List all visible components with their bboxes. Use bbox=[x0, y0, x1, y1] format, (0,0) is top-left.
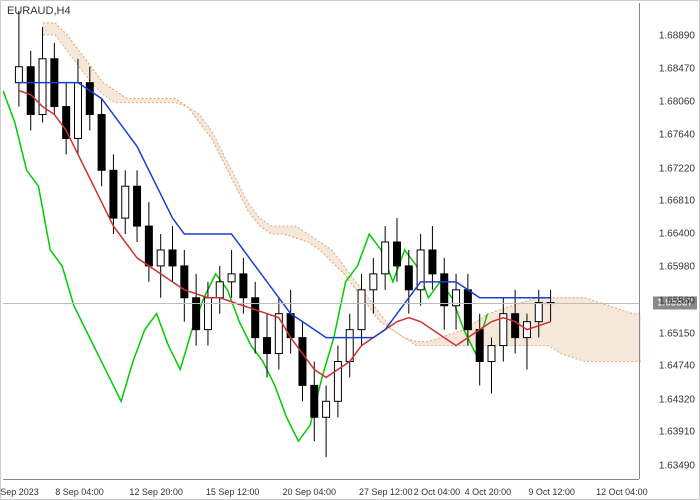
x-tick: 8 Sep 04:00 bbox=[55, 487, 104, 497]
chart-svg bbox=[3, 3, 641, 481]
x-tick: 9 Oct 12:00 bbox=[528, 487, 575, 497]
x-tick: 20 Sep 04:00 bbox=[282, 487, 336, 497]
y-tick: 1.64320 bbox=[659, 394, 695, 405]
x-tick: 15 Sep 12:00 bbox=[206, 487, 260, 497]
y-tick: 1.64740 bbox=[659, 361, 695, 372]
x-tick: 4 Oct 20:00 bbox=[465, 487, 512, 497]
y-tick: 1.68470 bbox=[659, 64, 695, 75]
y-tick: 1.67640 bbox=[659, 130, 695, 141]
x-tick: 12 Oct 04:00 bbox=[596, 487, 648, 497]
plot-area[interactable] bbox=[3, 3, 639, 479]
chart-container: EURAUD,H4 1.65537 1.688901.684701.680601… bbox=[0, 0, 700, 500]
x-tick: 5 Sep 2023 bbox=[0, 487, 39, 497]
y-tick: 1.63490 bbox=[659, 460, 695, 471]
x-tick: 27 Sep 12:00 bbox=[359, 487, 413, 497]
y-tick: 1.66400 bbox=[659, 229, 695, 240]
x-tick: 2 Oct 04:00 bbox=[414, 487, 461, 497]
y-tick: 1.66810 bbox=[659, 196, 695, 207]
y-tick: 1.63910 bbox=[659, 427, 695, 438]
y-tick: 1.67220 bbox=[659, 163, 695, 174]
y-axis: 1.65537 1.688901.684701.680601.676401.67… bbox=[639, 3, 699, 479]
x-tick: 12 Sep 20:00 bbox=[129, 487, 183, 497]
y-tick: 1.65560 bbox=[659, 295, 695, 306]
y-tick: 1.68060 bbox=[659, 96, 695, 107]
x-axis: 5 Sep 2023 8 Sep 04:00 12 Sep 20:00 15 Sep … bbox=[3, 479, 639, 499]
current-price-line bbox=[3, 303, 639, 304]
y-tick: 1.68890 bbox=[659, 30, 695, 41]
y-tick: 1.65150 bbox=[659, 328, 695, 339]
y-tick: 1.65980 bbox=[659, 262, 695, 273]
